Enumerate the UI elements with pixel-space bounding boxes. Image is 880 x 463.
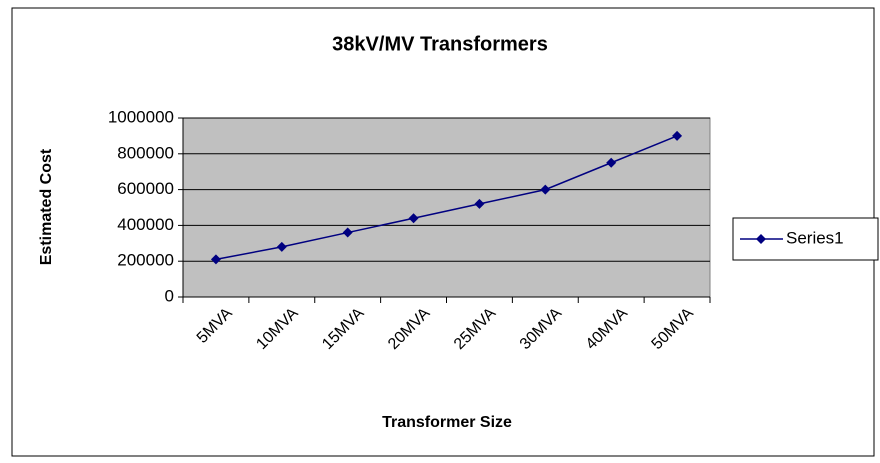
y-tick-label: 200000 <box>117 251 174 270</box>
plot-area <box>182 117 711 298</box>
data-point <box>276 241 287 252</box>
data-point <box>606 157 617 168</box>
data-point <box>210 254 221 265</box>
data-point <box>540 184 551 195</box>
y-tick-label: 800000 <box>117 143 174 162</box>
y-tick-label: 400000 <box>117 215 174 234</box>
data-point <box>408 213 419 224</box>
x-axis-label: Transformer Size <box>382 414 512 431</box>
y-tick-label: 600000 <box>117 179 174 198</box>
y-tick-label: 0 <box>165 286 174 305</box>
data-point <box>672 130 683 141</box>
legend-marker <box>756 234 766 244</box>
y-tick-label: 1000000 <box>108 107 174 126</box>
series-line <box>215 135 678 261</box>
data-point <box>474 198 485 209</box>
data-point <box>342 227 353 238</box>
legend-label: Series1 <box>786 228 844 247</box>
chart-title: 38kV/MV Transformers <box>332 33 548 55</box>
y-axis-label: Estimated Cost <box>38 148 55 265</box>
